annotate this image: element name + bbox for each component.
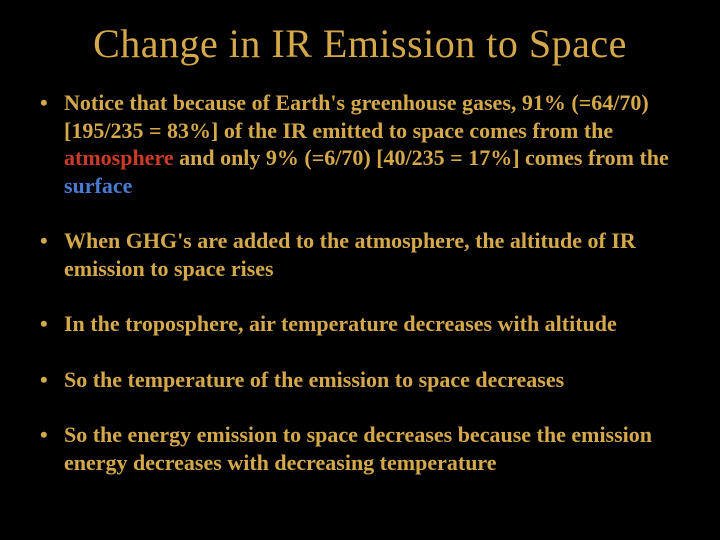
bullet-text: So the energy emission to space decrease… [64,422,652,475]
bullet-text: When GHG's are added to the atmosphere, … [64,228,636,281]
slide: Change in IR Emission to Space Notice th… [0,0,720,540]
text-run: of the IR emitted to space comes from th… [218,118,613,143]
bullet-item: Notice that because of Earth's greenhous… [36,89,684,199]
bullet-item: So the temperature of the emission to sp… [36,366,684,394]
bracket-text: [40/235 = 17%] [376,145,519,170]
bullet-text: In the troposphere, air temperature decr… [64,311,617,336]
bullet-item: When GHG's are added to the atmosphere, … [36,227,684,282]
bullet-item: So the energy emission to space decrease… [36,421,684,476]
text-run: and only 9% (=6/70) [174,145,377,170]
slide-title: Change in IR Emission to Space [36,20,684,67]
bullet-item: In the troposphere, air temperature decr… [36,310,684,338]
atmosphere-word: atmosphere [64,145,174,170]
bracket-text: [195/235 = 83%] [64,118,218,143]
surface-word: surface [64,173,132,198]
text-run: Notice that because of Earth's greenhous… [64,90,649,115]
bullet-text: So the temperature of the emission to sp… [64,367,564,392]
text-run: comes from the [520,145,669,170]
bullet-list: Notice that because of Earth's greenhous… [36,89,684,476]
